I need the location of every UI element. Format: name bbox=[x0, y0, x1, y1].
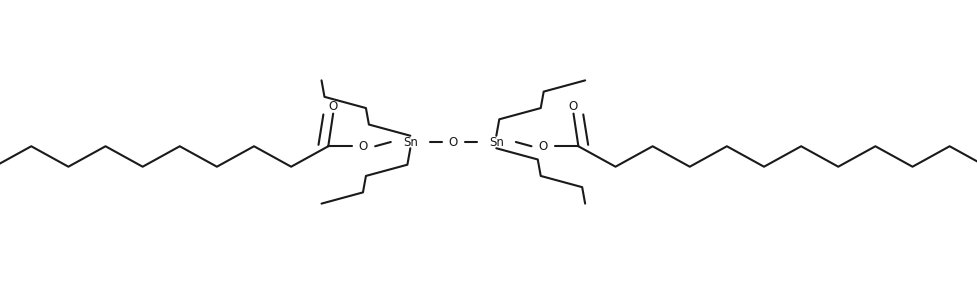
Text: Sn: Sn bbox=[488, 135, 504, 149]
Text: O: O bbox=[569, 100, 578, 113]
Text: O: O bbox=[359, 140, 368, 153]
Text: O: O bbox=[448, 135, 458, 149]
Text: O: O bbox=[538, 140, 548, 153]
Text: O: O bbox=[328, 100, 338, 113]
Text: Sn: Sn bbox=[403, 135, 418, 149]
